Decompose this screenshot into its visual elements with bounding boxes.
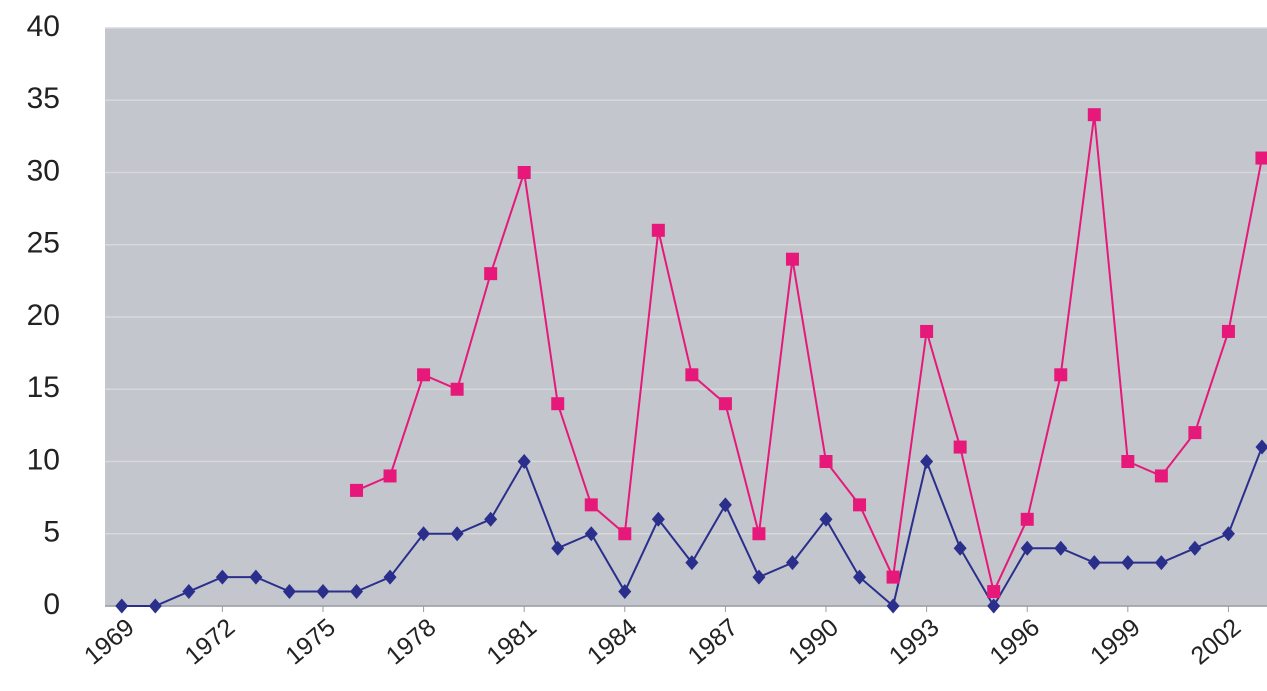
- point: [1054, 368, 1068, 382]
- y-tick-label: 20: [27, 299, 60, 332]
- point: [1154, 555, 1168, 571]
- point: [584, 526, 598, 542]
- point: [1087, 108, 1101, 122]
- point: [987, 598, 1001, 614]
- series-line: [356, 114, 1263, 595]
- point: [383, 469, 397, 483]
- y-tick-label: 10: [27, 443, 60, 476]
- y-tick-label: 5: [43, 516, 60, 549]
- point: [920, 454, 934, 469]
- point: [517, 166, 531, 179]
- point: [350, 483, 364, 497]
- y-tick-label: 30: [27, 154, 60, 187]
- point: [316, 584, 330, 600]
- point: [1221, 324, 1235, 338]
- point: [1154, 469, 1168, 483]
- x-tick-label: 1969: [79, 613, 140, 670]
- point: [886, 598, 900, 614]
- y-tick-label: 15: [27, 371, 60, 404]
- x-tick-label: 1981: [481, 613, 542, 670]
- x-tick-label: 1993: [884, 613, 945, 670]
- point: [618, 584, 632, 600]
- point: [785, 555, 799, 571]
- point: [953, 540, 967, 556]
- x-tick-label: 1972: [180, 613, 241, 670]
- point: [752, 527, 766, 541]
- point: [1087, 555, 1101, 571]
- point: [1121, 455, 1135, 468]
- point: [819, 511, 833, 527]
- point: [1255, 439, 1267, 455]
- point: [953, 440, 967, 454]
- point: [115, 598, 129, 614]
- point: [1255, 151, 1267, 165]
- point: [484, 267, 498, 281]
- point: [1020, 540, 1034, 556]
- x-tick-label: 1990: [783, 613, 844, 670]
- y-tick-label: 40: [27, 10, 60, 43]
- x-tick-label: 1975: [280, 613, 341, 670]
- point: [417, 526, 431, 542]
- point: [920, 324, 934, 338]
- point: [718, 397, 732, 411]
- point: [618, 527, 632, 541]
- point: [350, 584, 364, 600]
- point: [886, 570, 900, 584]
- point: [584, 498, 598, 512]
- point: [148, 598, 162, 614]
- y-tick-label: 0: [43, 588, 60, 621]
- point: [685, 368, 699, 382]
- point: [249, 569, 263, 585]
- point: [685, 555, 699, 571]
- point: [1121, 555, 1135, 571]
- point: [718, 497, 732, 513]
- point: [752, 569, 766, 585]
- point: [819, 455, 833, 468]
- point: [1221, 526, 1235, 542]
- point: [1020, 512, 1034, 526]
- point: [651, 223, 665, 237]
- x-tick-label: 1984: [582, 613, 643, 670]
- y-tick-label: 35: [27, 82, 60, 115]
- point: [1188, 540, 1202, 556]
- point: [182, 584, 196, 600]
- point: [517, 454, 531, 469]
- point: [450, 526, 464, 542]
- point: [1054, 540, 1068, 556]
- point: [853, 498, 867, 512]
- x-tick-label: 1999: [1085, 613, 1146, 670]
- point: [987, 585, 1001, 599]
- y-tick-label: 25: [27, 227, 60, 260]
- point: [1188, 426, 1202, 440]
- point: [853, 569, 867, 585]
- point: [282, 584, 296, 600]
- point: [417, 368, 431, 382]
- point: [215, 569, 229, 585]
- point: [651, 511, 665, 527]
- point: [785, 252, 799, 266]
- x-tick-label: 1978: [381, 613, 442, 670]
- point: [450, 382, 464, 396]
- point: [551, 540, 565, 556]
- point: [383, 569, 397, 585]
- x-tick-label: 1996: [984, 613, 1045, 670]
- point: [551, 397, 565, 411]
- x-tick-label: 1987: [683, 613, 744, 670]
- point: [484, 511, 498, 527]
- x-tick-label: 2002: [1186, 613, 1247, 670]
